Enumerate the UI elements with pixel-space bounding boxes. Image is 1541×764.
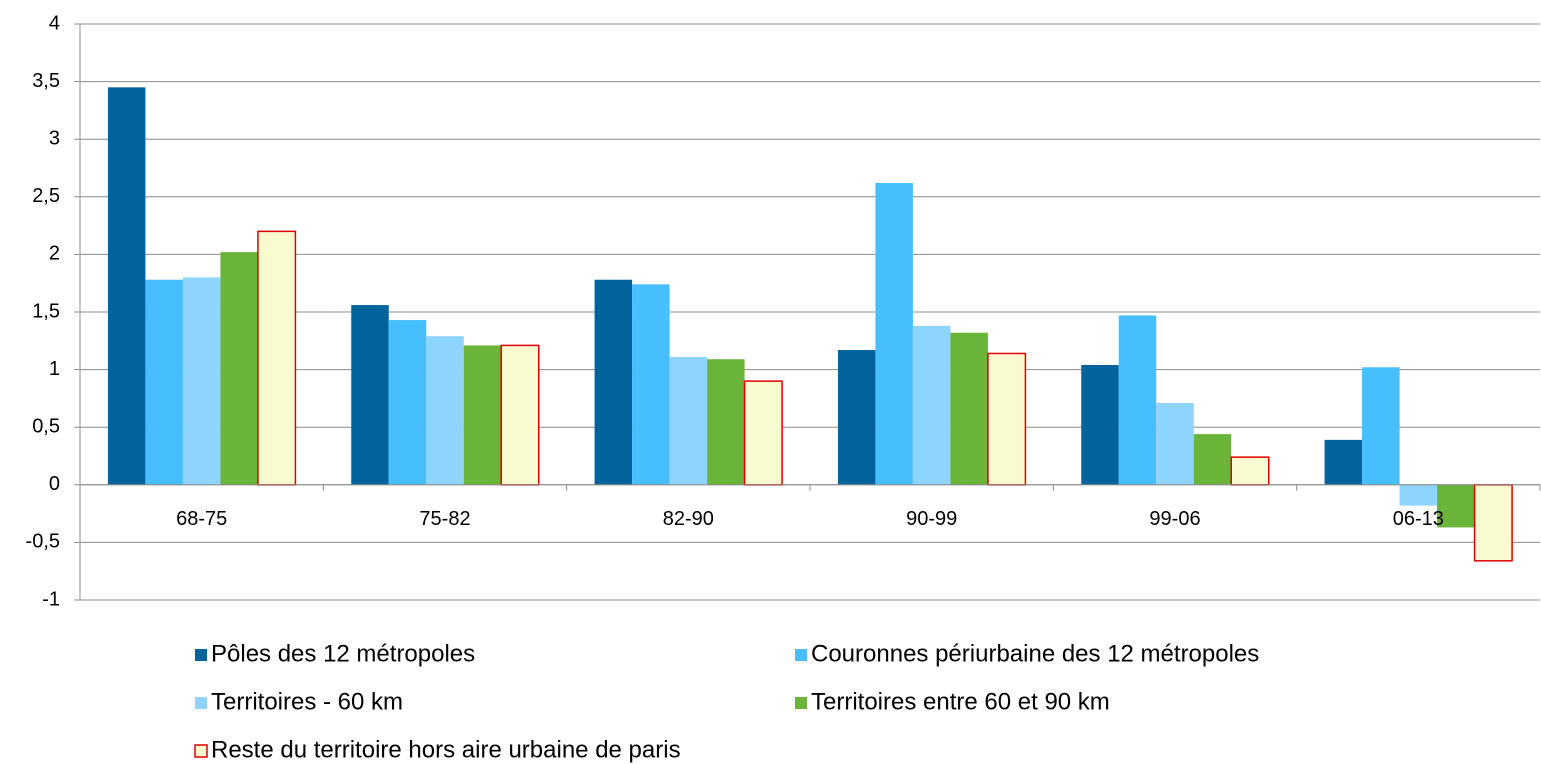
bar [182,277,221,485]
legend-label: Territoires entre 60 et 90 km [811,688,1110,715]
bar [743,380,783,486]
x-tick-label: 90-99 [906,508,957,530]
bar [1156,403,1194,485]
bar [257,230,297,486]
bar [950,332,988,485]
x-tick-label: 68-75 [176,508,227,530]
x-tick-label: 82-90 [663,508,714,530]
bar [669,356,708,485]
bar [351,305,389,485]
y-tick-label: 4 [49,12,60,34]
y-tick-label: 2 [49,243,60,265]
bar [426,336,464,485]
y-tick-label: 0,5 [32,415,60,437]
bar [463,345,502,485]
bar [987,352,1027,486]
legend-label: Pôles des 12 métropoles [211,640,475,667]
bar [1362,367,1400,485]
bar [1473,484,1513,562]
bar [1230,456,1270,486]
bar [1437,484,1475,528]
legend-label: Reste du territoire hors aire urbaine de… [211,736,681,763]
legend-swatch [795,697,807,709]
bar [1193,434,1232,485]
legend-label: Couronnes périurbaine des 12 métropoles [811,640,1259,667]
bar [1118,315,1157,485]
x-tick-label: 99-06 [1149,508,1200,530]
bar [1081,364,1119,485]
bar [145,279,183,485]
y-tick-label: 1,5 [32,300,60,322]
bar [1324,439,1363,485]
legend-swatch [195,697,207,709]
bar [837,350,876,485]
legend-label: Territoires - 60 km [211,688,403,715]
y-tick-label: 1 [49,358,60,380]
y-tick-label: 3,5 [32,70,60,92]
legend-swatch [194,744,208,758]
bar [632,284,670,485]
y-tick-label: 3 [49,127,60,149]
legend-swatch [795,649,807,661]
y-tick-label: 0 [49,473,60,495]
bar [500,344,540,486]
y-tick-label: 2,5 [32,185,60,207]
y-tick-label: -1 [42,588,60,610]
bar [220,252,258,485]
bar [594,279,633,485]
bar [1399,484,1438,506]
bar [107,87,146,485]
x-tick-label: 75-82 [419,508,470,530]
bar [707,359,745,485]
bar [912,325,951,485]
x-tick-label: 06-13 [1393,508,1444,530]
bar [388,320,427,485]
legend-swatch [195,649,207,661]
y-tick-label: -0,5 [26,531,60,553]
bar [875,182,913,485]
